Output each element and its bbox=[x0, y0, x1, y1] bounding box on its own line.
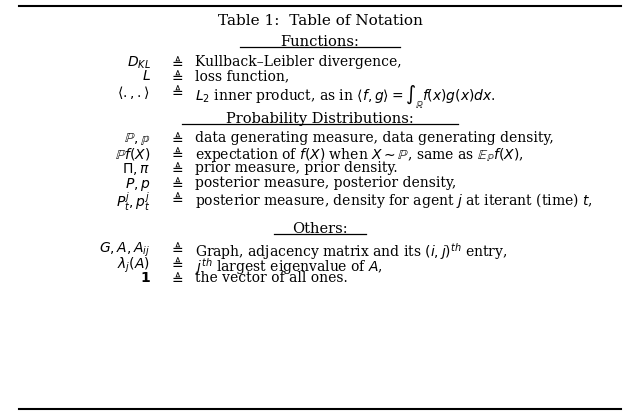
Text: Table 1:  Table of Notation: Table 1: Table of Notation bbox=[218, 14, 422, 28]
Text: $\langle.,. \rangle$: $\langle.,. \rangle$ bbox=[118, 84, 150, 101]
Text: $\triangleq$: $\triangleq$ bbox=[168, 55, 184, 69]
Text: $L$: $L$ bbox=[141, 69, 150, 83]
Text: posterior measure, density for agent $j$ at iterant (time) $t$,: posterior measure, density for agent $j$… bbox=[195, 191, 593, 210]
Text: $\lambda_j(A)$: $\lambda_j(A)$ bbox=[117, 256, 150, 275]
Text: $\triangleq$: $\triangleq$ bbox=[168, 176, 184, 190]
Text: prior measure, prior density.: prior measure, prior density. bbox=[195, 161, 398, 175]
Text: $\mathbf{1}$: $\mathbf{1}$ bbox=[140, 271, 150, 285]
Text: $\triangleq$: $\triangleq$ bbox=[168, 69, 184, 83]
Text: Graph, adjacency matrix and its $(i,j)^{th}$ entry,: Graph, adjacency matrix and its $(i,j)^{… bbox=[195, 241, 508, 262]
Text: $D_{KL}$: $D_{KL}$ bbox=[127, 55, 150, 71]
Text: $\triangleq$: $\triangleq$ bbox=[168, 146, 184, 160]
Text: Probability Distributions:: Probability Distributions: bbox=[226, 112, 414, 126]
Text: $\triangleq$: $\triangleq$ bbox=[168, 161, 184, 175]
Text: $\triangleq$: $\triangleq$ bbox=[168, 191, 184, 205]
Text: loss function,: loss function, bbox=[195, 69, 289, 83]
Text: $\triangleq$: $\triangleq$ bbox=[168, 256, 184, 270]
Text: $P_t^j, p_t^j$: $P_t^j, p_t^j$ bbox=[116, 191, 150, 214]
Text: $\triangleq$: $\triangleq$ bbox=[168, 84, 184, 98]
Text: $P, p$: $P, p$ bbox=[125, 176, 150, 193]
Text: $\mathbb{P}, \mathbb{p}$: $\mathbb{P}, \mathbb{p}$ bbox=[124, 131, 150, 147]
Text: $\triangleq$: $\triangleq$ bbox=[168, 131, 184, 145]
Text: data generating measure, data generating density,: data generating measure, data generating… bbox=[195, 131, 554, 145]
Text: $\Pi, \pi$: $\Pi, \pi$ bbox=[122, 161, 150, 177]
Text: expectation of $f(X)$ when $X \sim \mathbb{P}$, same as $\mathbb{E}_{\mathbb{P}}: expectation of $f(X)$ when $X \sim \math… bbox=[195, 146, 524, 164]
Text: $\triangleq$: $\triangleq$ bbox=[168, 241, 184, 255]
Text: $\mathbb{P}f(X)$: $\mathbb{P}f(X)$ bbox=[115, 146, 150, 162]
Text: Kullback–Leibler divergence,: Kullback–Leibler divergence, bbox=[195, 55, 402, 69]
Text: Functions:: Functions: bbox=[280, 35, 360, 49]
Text: $\triangleq$: $\triangleq$ bbox=[168, 271, 184, 285]
Text: $j^{th}$ largest eigenvalue of $A$,: $j^{th}$ largest eigenvalue of $A$, bbox=[195, 256, 383, 277]
Text: Others:: Others: bbox=[292, 222, 348, 236]
Text: $L_2$ inner product, as in $\langle f,g\rangle = \int_{\mathbb{R}} f(x)g(x)dx.$: $L_2$ inner product, as in $\langle f,g\… bbox=[195, 84, 496, 112]
Text: the vector of all ones.: the vector of all ones. bbox=[195, 271, 348, 285]
Text: $G, A, A_{ij}$: $G, A, A_{ij}$ bbox=[99, 241, 150, 259]
Text: posterior measure, posterior density,: posterior measure, posterior density, bbox=[195, 176, 456, 190]
